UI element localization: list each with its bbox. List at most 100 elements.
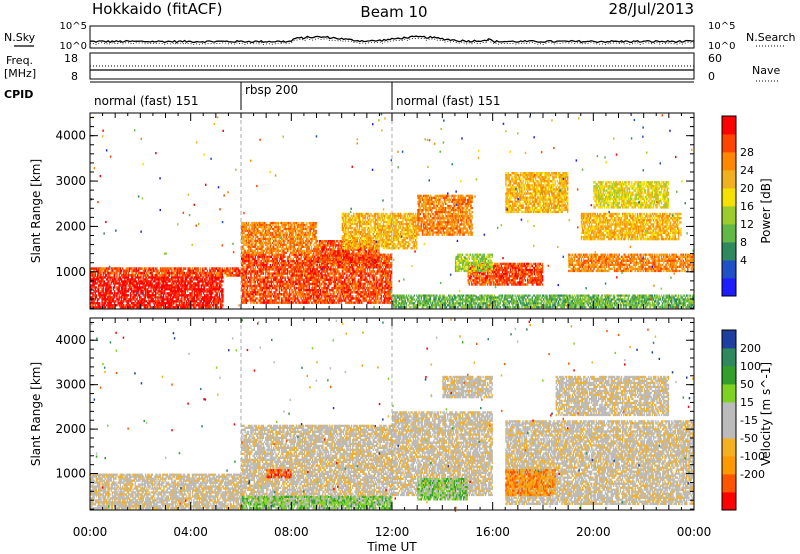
- heatmap-cell: [108, 294, 109, 296]
- heatmap-cell: [171, 294, 172, 296]
- heatmap-cell: [351, 285, 352, 287]
- heatmap-cell: [377, 268, 378, 270]
- heatmap-cell: [304, 299, 305, 301]
- heatmap-cell: [275, 299, 276, 301]
- heatmap-cell: [255, 299, 256, 301]
- heatmap-cell: [222, 296, 223, 298]
- heatmap-cell: [286, 232, 287, 234]
- heatmap-cell: [211, 292, 212, 294]
- heatmap-cell: [369, 274, 370, 276]
- heatmap-cell: [270, 264, 271, 266]
- heatmap-cell: [242, 264, 243, 266]
- heatmap-cell: [263, 270, 264, 272]
- heatmap-cell: [185, 288, 186, 290]
- heatmap-cell: [162, 298, 163, 300]
- heatmap-cell: [260, 242, 261, 244]
- heatmap-cell: [150, 294, 151, 296]
- heatmap-cell: [310, 274, 311, 276]
- heatmap-cell: [361, 283, 362, 285]
- heatmap-cell: [291, 246, 292, 248]
- heatmap-cell: [349, 287, 350, 289]
- heatmap-cell: [208, 272, 209, 275]
- heatmap-cell: [148, 282, 149, 284]
- heatmap-cell: [341, 297, 342, 299]
- heatmap-cell: [182, 304, 183, 306]
- heatmap-cell: [274, 270, 275, 272]
- heatmap-cell: [224, 272, 225, 275]
- heatmap-cell: [220, 274, 221, 277]
- heatmap-cell: [294, 274, 295, 276]
- heatmap-cell: [137, 306, 138, 308]
- heatmap-cell: [263, 291, 264, 293]
- heatmap-cell: [97, 302, 98, 304]
- heatmap-cell: [157, 292, 158, 294]
- heatmap-cell: [93, 282, 94, 284]
- heatmap-cell: [289, 248, 290, 250]
- heatmap-cell: [252, 264, 253, 266]
- heatmap-cell: [116, 274, 117, 277]
- heatmap-cell: [122, 306, 123, 308]
- heatmap-cell: [374, 279, 375, 281]
- heatmap-cell: [136, 280, 137, 282]
- heatmap-cell: [296, 228, 297, 230]
- heatmap-cell: [361, 268, 362, 270]
- heatmap-cell: [298, 232, 299, 234]
- heatmap-cell: [181, 282, 182, 284]
- heatmap-cell: [219, 278, 220, 280]
- heatmap-cell: [122, 294, 123, 296]
- heatmap-cell: [285, 279, 286, 281]
- heatmap-cell: [217, 296, 218, 298]
- heatmap-cell: [114, 286, 115, 288]
- heatmap-cell: [281, 281, 282, 283]
- heatmap-cell: [217, 298, 218, 300]
- heatmap-cell: [243, 295, 244, 297]
- heatmap-cell: [255, 222, 256, 224]
- heatmap-cell: [165, 298, 166, 300]
- heatmap-cell: [383, 254, 384, 256]
- heatmap-cell: [145, 270, 146, 273]
- heatmap-cell: [310, 277, 311, 279]
- heatmap-cell: [125, 296, 126, 298]
- heatmap-cell: [318, 289, 319, 291]
- heatmap-cell: [351, 302, 352, 304]
- heatmap-cell: [310, 295, 311, 297]
- heatmap-cell: [333, 281, 334, 283]
- heatmap-cell: [273, 281, 274, 283]
- heatmap-cell: [385, 270, 386, 272]
- heatmap-cell: [291, 297, 292, 299]
- heatmap-cell: [106, 270, 107, 273]
- heatmap-cell: [207, 290, 208, 292]
- heatmap-cell: [369, 299, 370, 301]
- heatmap-cell: [137, 304, 138, 306]
- heatmap-cell: [120, 272, 121, 275]
- heatmap-cell: [91, 296, 92, 298]
- heatmap-cell: [338, 297, 339, 299]
- heatmap-cell: [304, 285, 305, 287]
- heatmap-cell: [341, 264, 342, 266]
- heatmap-cell: [385, 299, 386, 301]
- nave-tick-bottom: 0: [708, 70, 715, 83]
- heatmap-cell: [256, 234, 257, 236]
- heatmap-cell: [362, 277, 363, 279]
- heatmap-cell: [145, 292, 146, 294]
- heatmap-cell: [139, 294, 140, 296]
- heatmap-cell: [119, 298, 120, 300]
- heatmap-cell: [267, 252, 268, 254]
- heatmap-cell: [131, 282, 132, 284]
- heatmap-cell: [350, 287, 351, 289]
- heatmap-cell: [318, 295, 319, 297]
- heatmap-cell: [179, 282, 180, 284]
- heatmap-cell: [255, 244, 256, 246]
- heatmap-cell: [190, 280, 191, 282]
- heatmap-cell: [202, 278, 203, 280]
- heatmap-cell: [244, 281, 245, 283]
- heatmap-cell: [333, 287, 334, 289]
- heatmap-cell: [383, 262, 384, 264]
- heatmap-cell: [250, 268, 251, 270]
- heatmap-cell: [212, 290, 213, 292]
- heatmap-cell: [100, 274, 101, 277]
- heatmap-cell: [359, 266, 360, 268]
- heatmap-cell: [271, 274, 272, 276]
- heatmap-cell: [174, 272, 175, 275]
- heatmap-cell: [122, 274, 123, 277]
